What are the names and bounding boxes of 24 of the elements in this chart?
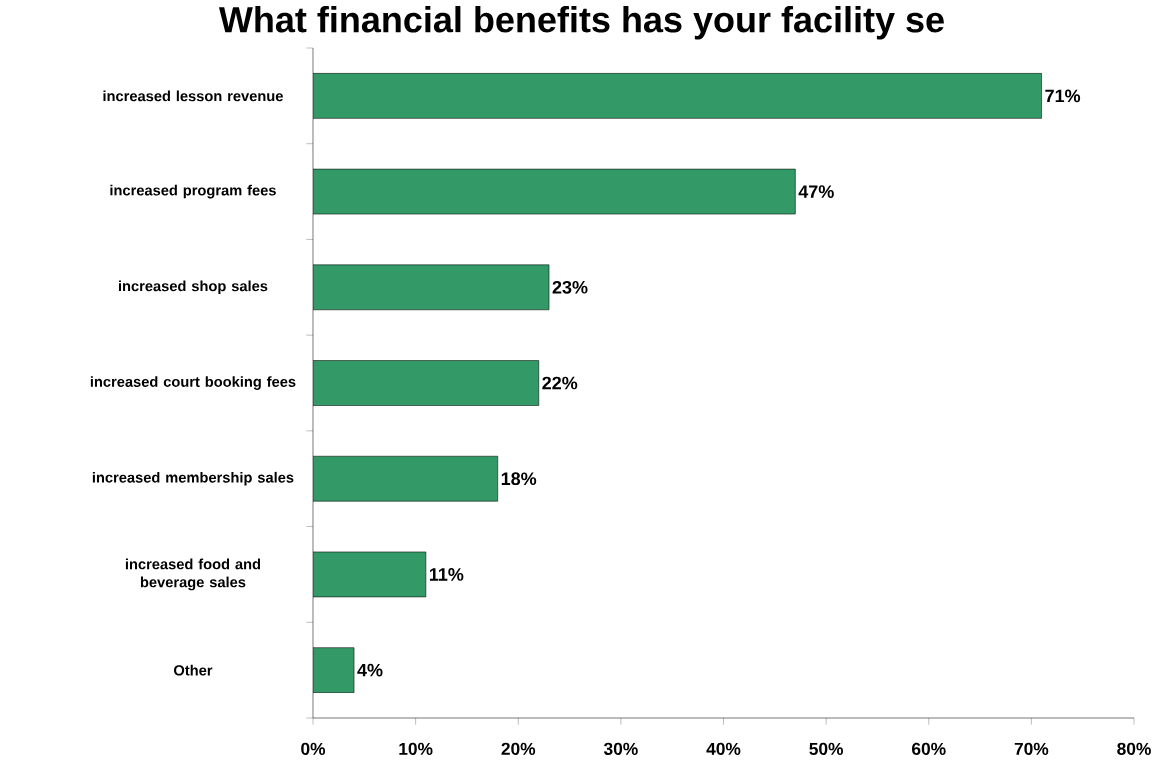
data-label: 71% (1045, 89, 1081, 103)
y-tick-label: increased court booking fees (90, 376, 296, 390)
x-tick-label: 30% (603, 742, 638, 756)
y-tick-label: increased shop sales (118, 280, 268, 295)
data-label: 11% (429, 568, 464, 581)
x-tick-label: 60% (912, 742, 946, 755)
data-label: 18% (501, 472, 537, 486)
data-label: 47% (798, 185, 834, 198)
data-label: 22% (542, 376, 578, 390)
y-tick-label: increased lesson revenue (103, 90, 283, 102)
data-label: 23% (552, 280, 588, 294)
y-tick-label: increased food and beverage sales (125, 558, 261, 591)
data-label: 4% (357, 663, 383, 677)
x-tick-label: 10% (399, 742, 433, 755)
x-tick-label: 40% (706, 742, 741, 755)
x-tick-label: 80% (1117, 742, 1151, 755)
x-tick-label: 50% (809, 742, 844, 755)
x-tick-label: 20% (501, 742, 536, 755)
y-tick-label: Other (174, 664, 213, 676)
chart-title: What financial benefits has your facility se (218, 6, 944, 40)
x-tick-label: 70% (1014, 742, 1049, 755)
y-tick-label: increased program fees (110, 184, 276, 199)
y-tick-label: increased membership sales (92, 471, 294, 486)
x-tick-label: 0% (301, 742, 326, 755)
